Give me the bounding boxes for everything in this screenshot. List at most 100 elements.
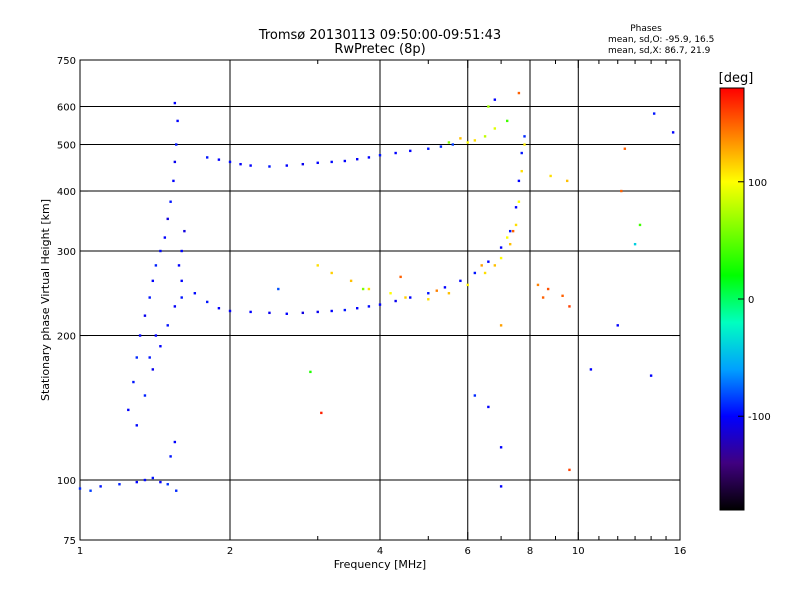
- data-point: [616, 324, 619, 327]
- data-point: [89, 489, 92, 492]
- colorbar-tick-label: -100: [748, 412, 771, 423]
- stats-line-o: mean, sd,O: -95.9, 16.5: [608, 35, 714, 45]
- y-tick-label: 400: [57, 187, 76, 198]
- y-tick-label: 100: [57, 476, 76, 487]
- data-point: [443, 286, 447, 289]
- data-point: [268, 311, 271, 315]
- data-point: [568, 305, 571, 308]
- data-point: [330, 309, 333, 313]
- data-point: [499, 256, 503, 260]
- data-point: [175, 143, 178, 146]
- data-point: [427, 298, 430, 301]
- data-point: [367, 287, 371, 291]
- stats-line-x: mean, sd,X: 86.7, 21.9: [608, 46, 711, 56]
- data-point: [589, 368, 593, 371]
- data-point: [172, 179, 175, 183]
- data-point: [148, 356, 151, 359]
- data-point: [399, 275, 402, 279]
- data-point: [404, 296, 407, 299]
- data-point: [459, 279, 462, 283]
- data-point: [180, 249, 183, 253]
- data-point: [439, 145, 443, 148]
- data-point: [523, 135, 526, 138]
- x-tick-label: 1: [77, 546, 83, 557]
- data-point: [206, 300, 209, 304]
- data-point: [180, 296, 183, 299]
- data-point: [301, 311, 305, 315]
- data-point: [132, 380, 135, 384]
- data-point: [166, 324, 169, 327]
- data-point: [409, 149, 412, 153]
- chart-subtitle: RwPretec (8p): [334, 42, 425, 57]
- data-point: [151, 368, 155, 371]
- data-point: [517, 200, 521, 203]
- data-point: [536, 283, 540, 287]
- colorbar: 100 0 -100: [719, 87, 771, 511]
- data-point: [499, 485, 503, 488]
- x-axis-ticks: 1 2 4 6 8 10 16: [77, 60, 686, 557]
- data-point: [649, 374, 653, 377]
- data-point: [367, 305, 371, 308]
- data-point: [135, 356, 138, 359]
- data-point: [523, 143, 526, 146]
- data-point: [177, 264, 181, 267]
- x-tick-label: 2: [227, 546, 233, 557]
- data-point: [514, 206, 518, 209]
- data-point: [620, 189, 623, 193]
- data-point: [166, 483, 169, 486]
- data-point: [151, 476, 155, 480]
- data-point: [480, 264, 483, 267]
- data-point: [193, 292, 197, 295]
- data-point: [316, 264, 319, 267]
- data-point: [277, 287, 280, 291]
- data-point: [427, 147, 430, 150]
- colorbar-tick-label: 100: [748, 178, 767, 189]
- data-point: [151, 279, 155, 283]
- data-point: [378, 154, 382, 157]
- data-point: [487, 405, 490, 409]
- data-point: [493, 264, 497, 267]
- data-point: [367, 156, 371, 159]
- stats-heading: Phases: [630, 24, 662, 34]
- data-point: [217, 307, 221, 310]
- data-point: [349, 279, 353, 283]
- data-point: [301, 162, 305, 166]
- data-point: [268, 165, 271, 168]
- data-point: [285, 312, 288, 315]
- data-point: [493, 127, 497, 130]
- data-point: [427, 292, 430, 295]
- data-point: [506, 119, 509, 123]
- data-point: [493, 98, 497, 101]
- data-point: [343, 159, 347, 163]
- data-point: [285, 164, 288, 167]
- data-point: [159, 345, 162, 348]
- data-point: [173, 101, 177, 105]
- x-tick-label: 10: [572, 546, 585, 557]
- data-point: [459, 137, 462, 140]
- data-point: [378, 303, 382, 306]
- data-point: [549, 174, 552, 178]
- data-point: [361, 287, 365, 291]
- data-point: [118, 483, 121, 486]
- data-point: [330, 271, 333, 275]
- data-point: [394, 151, 397, 155]
- data-point: [249, 164, 252, 167]
- data-point: [565, 179, 569, 183]
- data-point: [356, 158, 359, 161]
- data-point: [356, 307, 359, 310]
- data-point: [561, 294, 564, 297]
- y-tick-label: 75: [63, 536, 76, 547]
- data-point: [487, 105, 490, 108]
- data-point: [183, 229, 186, 233]
- data-point: [309, 370, 312, 374]
- data-point: [169, 455, 172, 458]
- data-point: [320, 411, 323, 415]
- data-point: [514, 223, 518, 227]
- data-point: [473, 139, 477, 142]
- data-point: [499, 446, 503, 449]
- data-point: [671, 131, 675, 134]
- data-point: [520, 169, 523, 173]
- data-point: [316, 310, 319, 314]
- data-point: [99, 485, 102, 488]
